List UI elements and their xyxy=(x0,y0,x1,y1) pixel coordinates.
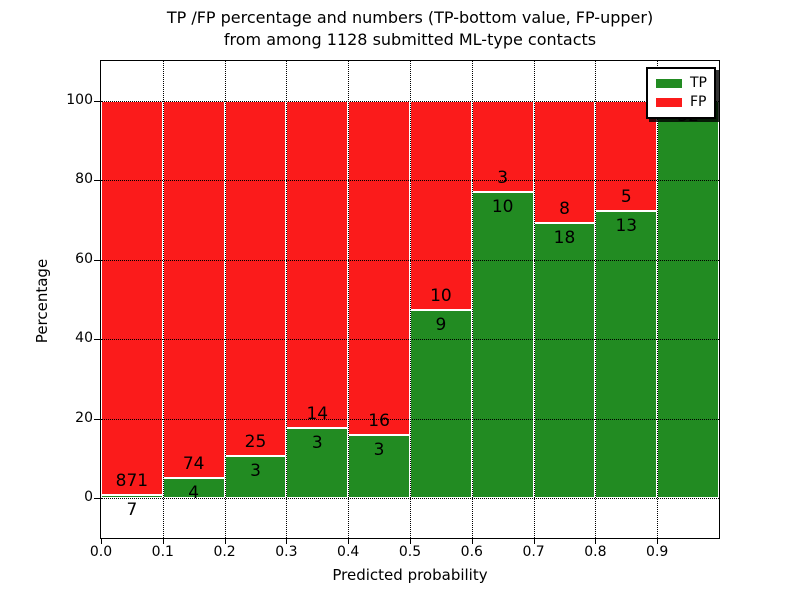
x-gridline xyxy=(224,61,226,538)
tp-count-label: 4 xyxy=(188,482,200,503)
fp-count-label: 10 xyxy=(430,285,452,306)
x-tick xyxy=(533,538,535,544)
y-tick-label: 40 xyxy=(75,330,93,347)
chart-title-line1: TP /FP percentage and numbers (TP-bottom… xyxy=(166,8,654,27)
tp-bar-segment xyxy=(410,309,472,499)
tp-count-label: 3 xyxy=(311,433,323,454)
tp-count-label: 10 xyxy=(491,197,514,218)
fp-count-label: 16 xyxy=(368,411,390,432)
y-tick-label: 20 xyxy=(75,409,93,426)
y-tick xyxy=(94,180,101,182)
y-tick xyxy=(94,339,101,341)
y-tick-label: 100 xyxy=(66,91,93,108)
fp-count-label: 74 xyxy=(182,453,205,474)
y-gridline xyxy=(101,100,719,102)
x-tick-label: 0.2 xyxy=(213,544,236,560)
x-gridline xyxy=(595,61,597,538)
fp-bar-segment xyxy=(286,100,349,429)
fp-bar-segment xyxy=(101,100,163,496)
x-tick-label: 0.3 xyxy=(275,544,298,560)
x-tick-label: 0.7 xyxy=(522,544,545,560)
x-gridline xyxy=(348,61,350,538)
tp-count-label: 9 xyxy=(435,314,447,335)
tp-bar-segment xyxy=(471,192,534,499)
x-tick-label: 0.0 xyxy=(89,544,113,560)
x-tick-label: 0.1 xyxy=(151,544,174,560)
x-tick xyxy=(657,538,659,544)
legend-swatch-tp xyxy=(656,79,682,88)
legend-label: FP xyxy=(690,94,707,110)
x-tick xyxy=(348,538,350,544)
fp-bar-segment xyxy=(410,100,472,310)
fp-count-label: 25 xyxy=(244,431,267,452)
tp-count-label: 18 xyxy=(553,228,576,249)
x-tick-label: 0.6 xyxy=(460,544,483,560)
y-axis-label: Percentage xyxy=(33,258,51,344)
legend-label: TP xyxy=(690,75,707,91)
x-gridline xyxy=(410,61,411,538)
legend-swatch-fp xyxy=(656,98,682,107)
x-gridline xyxy=(657,61,659,538)
x-gridline xyxy=(286,61,288,538)
x-tick xyxy=(162,538,164,544)
legend-item: FP xyxy=(656,94,707,111)
plot-area: 8717744253143163109310818513320.00.10.20… xyxy=(66,60,720,560)
fp-count-label: 3 xyxy=(497,168,509,189)
x-axis-label: Predicted probability xyxy=(332,566,488,584)
x-tick xyxy=(410,538,411,544)
tp-bar-segment xyxy=(286,428,349,499)
tp-bar-segment xyxy=(595,211,658,499)
x-tick-label: 0.5 xyxy=(398,544,422,560)
fp-bar-segment xyxy=(162,100,225,478)
tp-bar-segment xyxy=(533,223,596,499)
fp-count-label: 14 xyxy=(306,404,329,425)
x-tick-label: 0.8 xyxy=(584,544,607,560)
x-tick xyxy=(101,538,102,544)
y-gridline xyxy=(101,339,719,341)
y-tick-label: 60 xyxy=(75,250,93,267)
tp-count-label: 13 xyxy=(615,216,638,237)
y-tick-label: 80 xyxy=(75,171,93,188)
x-gridline xyxy=(471,61,473,538)
legend-item: TP xyxy=(656,75,707,92)
fp-count-label: 8 xyxy=(559,199,570,220)
fp-count-label: 871 xyxy=(115,471,149,492)
x-tick xyxy=(224,538,226,544)
y-tick xyxy=(94,100,101,102)
tp-bar-segment xyxy=(657,100,719,499)
x-tick-label: 0.9 xyxy=(646,544,669,560)
x-tick xyxy=(471,538,473,544)
tp-count-label: 3 xyxy=(373,440,385,461)
x-gridline xyxy=(162,61,164,538)
y-tick xyxy=(94,498,101,500)
chart-title-line2: from among 1128 submitted ML-type contac… xyxy=(223,30,597,49)
tp-bar-segment xyxy=(101,495,163,499)
y-tick-label: 0 xyxy=(84,489,93,506)
x-tick xyxy=(595,538,597,544)
y-tick xyxy=(94,259,101,261)
x-tick xyxy=(286,538,288,544)
y-gridline xyxy=(101,418,719,420)
y-gridline xyxy=(101,498,719,500)
legend: TP FP xyxy=(646,67,716,119)
chart-title: TP /FP percentage and numbers (TP-bottom… xyxy=(20,7,800,51)
fp-bar-segment xyxy=(348,100,410,436)
tp-count-label: 3 xyxy=(250,460,261,481)
fp-bar-segment xyxy=(224,100,287,456)
x-tick-label: 0.4 xyxy=(337,544,360,560)
y-gridline xyxy=(101,259,719,261)
y-gridline xyxy=(101,180,719,182)
x-gridline xyxy=(533,61,535,538)
fp-count-label: 5 xyxy=(620,187,632,208)
tp-bar-segment xyxy=(224,455,287,499)
y-tick xyxy=(94,418,101,420)
tp-count-label: 7 xyxy=(126,500,138,521)
